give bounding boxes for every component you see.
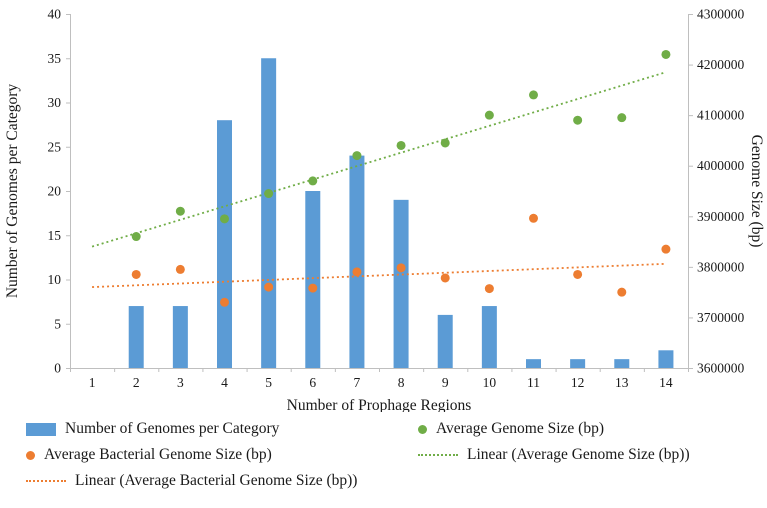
svg-text:35: 35 — [48, 51, 62, 66]
svg-text:4000000: 4000000 — [697, 158, 745, 173]
svg-text:3700000: 3700000 — [697, 310, 745, 325]
chart-legend: Number of Genomes per Category Average G… — [0, 412, 767, 490]
green-dot-icon — [418, 424, 427, 434]
combo-chart-canvas: 0510152025303540360000037000003800000390… — [4, 7, 765, 415]
svg-text:6: 6 — [309, 375, 316, 390]
svg-text:40: 40 — [48, 7, 62, 22]
axis-tick-labels: 0510152025303540360000037000003800000390… — [48, 7, 745, 391]
axis-titles: Number of Prophage Regions Number of Geno… — [4, 84, 765, 414]
legend-item-average-genome-size: Average Genome Size (bp) — [418, 420, 767, 438]
svg-text:5: 5 — [54, 316, 61, 331]
legend-label: Linear (Average Bacterial Genome Size (b… — [75, 472, 358, 489]
svg-text:3900000: 3900000 — [697, 209, 745, 224]
series-trend — [92, 262, 666, 288]
plot-area: 0 5 10 15 20 25 30 35 40 3600000 3700000 3800000 390… — [4, 7, 765, 415]
svg-text:5: 5 — [265, 375, 272, 390]
svg-text:2: 2 — [133, 375, 140, 390]
svg-text:3800000: 3800000 — [697, 259, 745, 274]
svg-text:10: 10 — [483, 375, 497, 390]
svg-text:7: 7 — [354, 375, 361, 390]
orange-dotted-line-icon — [26, 480, 66, 482]
legend-label: Number of Genomes per Category — [65, 420, 280, 437]
svg-text:4300000: 4300000 — [697, 7, 745, 22]
legend-label: Average Genome Size (bp) — [436, 420, 604, 437]
svg-text:11: 11 — [527, 375, 540, 390]
legend-label: Average Bacterial Genome Size (bp) — [44, 446, 272, 463]
svg-text:15: 15 — [48, 228, 62, 243]
green-dotted-line-icon — [418, 454, 458, 456]
svg-text:1: 1 — [89, 375, 96, 390]
svg-text:9: 9 — [442, 375, 449, 390]
svg-text:13: 13 — [615, 375, 629, 390]
svg-text:12: 12 — [571, 375, 585, 390]
series-scatter — [131, 213, 671, 307]
axes — [66, 14, 693, 372]
svg-text:3: 3 — [177, 375, 184, 390]
svg-text:20: 20 — [48, 184, 62, 199]
svg-text:4: 4 — [221, 375, 228, 390]
series-bar — [128, 58, 674, 368]
series-trend — [91, 71, 667, 248]
svg-text:0: 0 — [54, 361, 61, 376]
legend-label: Linear (Average Genome Size (bp)) — [467, 446, 690, 463]
svg-text:30: 30 — [48, 95, 62, 110]
svg-text:14: 14 — [659, 375, 673, 390]
svg-text:8: 8 — [398, 375, 405, 390]
svg-text:25: 25 — [48, 139, 62, 154]
svg-text:4100000: 4100000 — [697, 108, 745, 123]
svg-text:3600000: 3600000 — [697, 361, 745, 376]
legend-item-linear-average-genome-size: Linear (Average Genome Size (bp)) — [418, 446, 767, 464]
legend-item-linear-average-bacterial-genome-size: Linear (Average Bacterial Genome Size (b… — [26, 472, 418, 490]
series-scatter — [131, 49, 671, 242]
svg-text:Number of Genomes per Category: Number of Genomes per Category — [4, 84, 21, 299]
legend-item-genomes-per-category: Number of Genomes per Category — [26, 420, 418, 438]
svg-text:10: 10 — [48, 272, 62, 287]
legend-item-average-bacterial-genome-size: Average Bacterial Genome Size (bp) — [26, 446, 418, 464]
svg-text:Genome Size (bp): Genome Size (bp) — [748, 135, 765, 248]
orange-dot-icon — [26, 450, 35, 460]
bar-swatch-icon — [26, 422, 56, 436]
svg-text:4200000: 4200000 — [697, 57, 745, 72]
svg-text:Number of Prophage Regions: Number of Prophage Regions — [287, 397, 472, 412]
